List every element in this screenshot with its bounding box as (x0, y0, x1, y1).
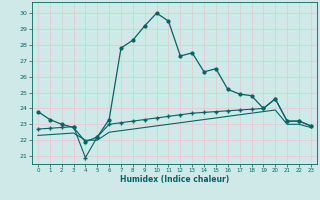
X-axis label: Humidex (Indice chaleur): Humidex (Indice chaleur) (120, 175, 229, 184)
